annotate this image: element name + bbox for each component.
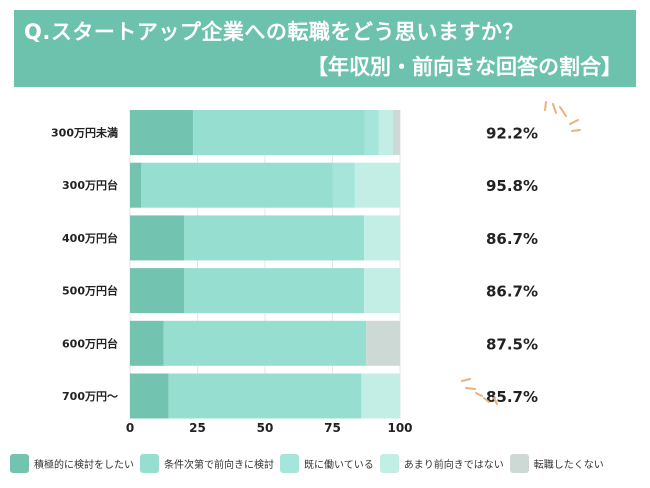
bar-segment bbox=[392, 110, 400, 155]
bar-segment bbox=[361, 373, 400, 419]
category-label: 400万円台 bbox=[62, 231, 118, 245]
bar-segment bbox=[193, 110, 365, 155]
title-question: Q.スタートアップ企業への転職をどう思いますか？ bbox=[24, 20, 524, 44]
bar-segment bbox=[130, 268, 184, 314]
legend-label: 転職したくない bbox=[533, 460, 604, 471]
bar-segment bbox=[184, 268, 365, 314]
bar-segment bbox=[378, 110, 393, 155]
x-tick-label: 100 bbox=[387, 421, 412, 435]
bar-segment bbox=[364, 268, 400, 314]
sparkle-decoration-icon bbox=[571, 129, 581, 132]
sparkle-decoration-icon bbox=[475, 392, 483, 397]
legend-swatch bbox=[10, 454, 29, 473]
sparkle-decoration-icon bbox=[559, 106, 567, 117]
sparkle-decoration-icon bbox=[483, 397, 490, 403]
legend-label: あまり前向きではない bbox=[403, 460, 504, 471]
positive-rate-label: 92.2% bbox=[486, 125, 538, 143]
x-tick-label: 50 bbox=[257, 421, 274, 435]
bar-segment bbox=[130, 110, 194, 155]
bar-segment bbox=[130, 373, 169, 419]
legend-item: 積極的に検討をしたい bbox=[10, 454, 134, 473]
legend-label: 積極的に検討をしたい bbox=[34, 460, 134, 471]
legend-item: 条件次第で前向きに検討 bbox=[140, 454, 274, 473]
positive-rate-label: 87.5% bbox=[486, 335, 538, 353]
x-tick-label: 25 bbox=[189, 421, 206, 435]
positive-rate-label: 95.8% bbox=[486, 177, 538, 195]
sparkle-decoration-icon bbox=[569, 119, 579, 125]
legend-swatch bbox=[379, 454, 399, 473]
sparkle-decoration-icon bbox=[493, 397, 498, 405]
bar-segment bbox=[364, 110, 379, 155]
bar-segment bbox=[184, 215, 365, 261]
x-tick-label: 0 bbox=[126, 421, 134, 435]
positive-rate-label: 85.7% bbox=[486, 388, 538, 406]
positive-rate-label: 86.7% bbox=[486, 230, 538, 248]
x-tick-label: 75 bbox=[324, 421, 341, 435]
legend-label: 既に働いている bbox=[304, 460, 374, 471]
title-banner: Q.スタートアップ企業への転職をどう思いますか？ 【年収別・前向きな回答の割合】 bbox=[14, 10, 636, 87]
bar-segment bbox=[364, 215, 400, 261]
bar-segment bbox=[354, 162, 400, 208]
legend-item: あまり前向きではない bbox=[379, 454, 504, 473]
category-label: 700万円〜 bbox=[62, 390, 118, 403]
category-label: 500万円台 bbox=[62, 284, 118, 298]
legend-item: 既に働いている bbox=[280, 454, 374, 473]
legend-swatch bbox=[140, 454, 159, 473]
bar-segment bbox=[366, 320, 400, 366]
bar-segment bbox=[168, 373, 362, 419]
bar-segment bbox=[163, 320, 367, 366]
legend-label: 条件次第で前向きに検討 bbox=[164, 460, 274, 471]
bar-segment bbox=[141, 162, 333, 208]
category-label: 600万円台 bbox=[62, 336, 118, 350]
chart-legend: 積極的に検討をしたい 条件次第で前向きに検討 既に働いている あまり前向きではない 転職… bbox=[10, 454, 610, 473]
positive-rate-label: 86.7% bbox=[486, 283, 538, 301]
sparkle-decoration-icon bbox=[465, 387, 476, 390]
legend-item: 転職したくない bbox=[509, 454, 604, 473]
bar-segment bbox=[130, 320, 164, 366]
bar-segment bbox=[130, 162, 142, 208]
title-subtitle: 【年収別・前向きな回答の割合】 bbox=[307, 55, 622, 79]
sparkle-decoration-icon bbox=[544, 101, 547, 111]
sparkle-decoration-icon bbox=[461, 378, 471, 382]
legend-swatch bbox=[509, 454, 529, 473]
legend-swatch bbox=[280, 454, 299, 473]
bar-segment bbox=[130, 215, 184, 261]
sparkle-decoration-icon bbox=[552, 103, 557, 114]
bar-segment bbox=[332, 162, 355, 208]
category-label: 300万円台 bbox=[62, 178, 118, 192]
category-label: 300万円未満 bbox=[51, 126, 118, 140]
